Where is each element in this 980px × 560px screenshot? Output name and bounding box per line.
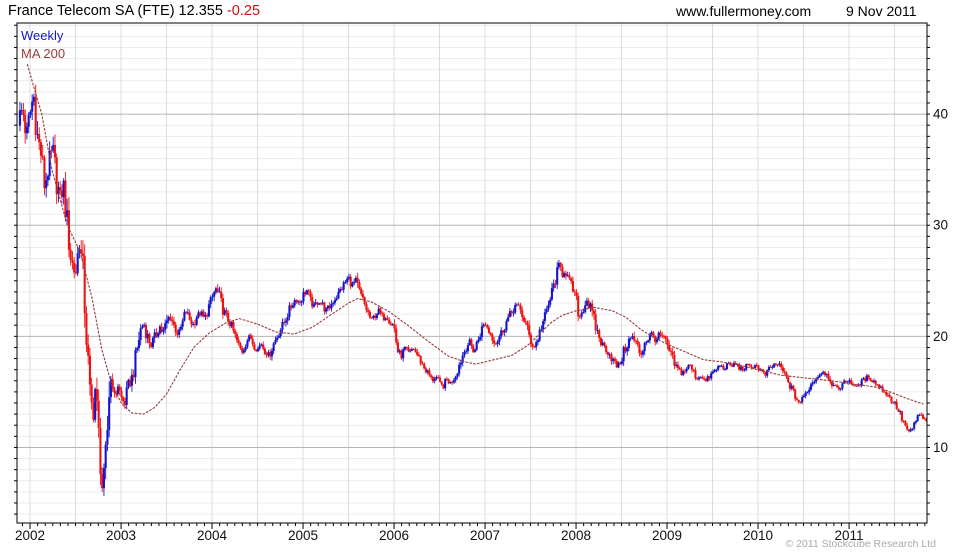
copyright-text: © 2011 Stockcube Research Ltd [785,538,936,550]
x-axis-year-label: 2011 [834,528,863,543]
instrument-title: France Telecom SA (FTE) 12.355 [8,3,223,19]
x-axis-year-label: 2002 [15,528,45,543]
x-axis-year-label: 2004 [197,528,228,543]
x-axis-year-label: 2009 [652,528,682,543]
price-change: -0.25 [226,3,261,19]
legend-ma200: MA 200 [21,46,66,61]
page-title: France Telecom SA (FTE) 12.355 -0.25 [8,3,260,19]
price-candles-layer [18,84,928,496]
x-axis-year-label: 2007 [470,528,500,543]
date-text: 9 Nov 2011 [846,3,917,19]
legend-frequency: Weekly [21,28,64,43]
frame-layer [14,22,930,529]
website-text: www.fullermoney.com [676,3,812,19]
ma-200-line [26,63,924,415]
x-axis-year-label: 2008 [561,528,591,543]
y-axis-label: 30 [933,218,948,233]
x-axis-year-label: 2003 [106,528,136,543]
y-axis-label: 40 [933,107,948,122]
y-axis-label: 10 [933,440,948,455]
x-axis-year-label: 2005 [288,528,318,543]
x-axis-year-label: 2006 [379,528,409,543]
y-axis-label: 20 [933,329,948,344]
grid-layer [17,23,927,523]
ma-line-layer [26,63,924,415]
x-axis-year-label: 2010 [743,528,773,543]
